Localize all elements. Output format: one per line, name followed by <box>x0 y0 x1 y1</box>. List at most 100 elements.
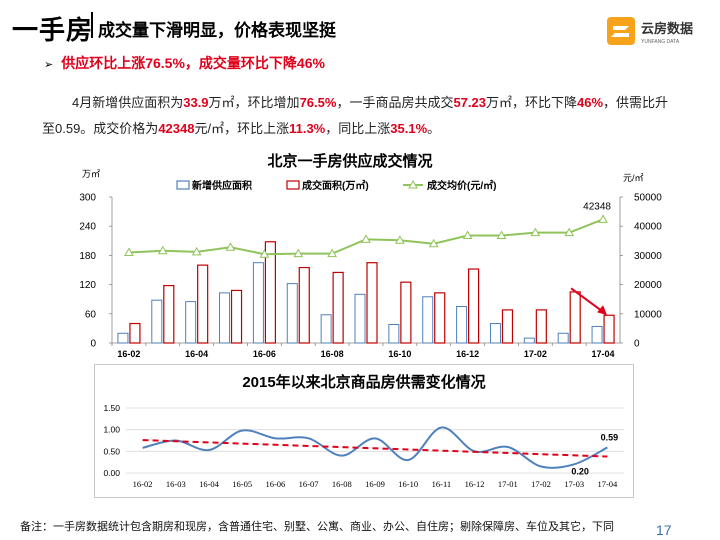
price-marker <box>530 227 541 237</box>
logo-text: 云房数据 <box>641 21 693 36</box>
deal-bar <box>197 264 209 344</box>
price-marker <box>428 238 439 248</box>
y-tick-label: 1.00 <box>103 425 120 435</box>
y-tick-label: 0.50 <box>103 446 120 456</box>
supply-bar <box>523 337 535 344</box>
left-tick-label: 240 <box>79 222 96 233</box>
x-tick-label: 16-04 <box>185 349 208 359</box>
supply-bar <box>151 299 163 344</box>
price-marker <box>361 234 371 243</box>
x-tick-label: 16-11 <box>432 479 452 489</box>
right-tick-label: 40000 <box>634 222 662 233</box>
trend-line <box>142 439 608 458</box>
x-tick-label: 17-04 <box>592 349 615 359</box>
left-tick-label: 60 <box>85 309 97 320</box>
yunfang-logo: 云房数据 YUNFANG DATA <box>607 17 693 45</box>
deal-bar <box>163 284 175 344</box>
chart1-legend: 新增供应面积 成交面积(万㎡) 成交均价(元/㎡) <box>176 179 496 192</box>
right-tick-label: 0 <box>634 339 640 350</box>
title-divider <box>91 12 93 38</box>
deal-bar <box>434 292 446 344</box>
page-number: 17 <box>656 522 672 538</box>
supply-bar <box>456 306 468 344</box>
key-finding-text: 供应环比上涨76.5%，成交量环比下降46% <box>61 55 325 71</box>
price-marker <box>191 246 202 256</box>
legend-deal-swatch <box>286 180 300 190</box>
y-tick-label: 0.00 <box>103 468 120 478</box>
price-marker <box>395 235 405 244</box>
legend-deal-label: 成交面积(万㎡) <box>302 179 369 192</box>
price-marker <box>157 245 168 255</box>
x-tick-label: 16-03 <box>166 479 186 489</box>
legend-price-label: 成交均价(元/㎡) <box>427 179 496 192</box>
x-tick-label: 16-02 <box>117 349 140 359</box>
x-tick-label: 16-08 <box>321 349 344 359</box>
ratio-point-label: 0.20 <box>571 466 589 476</box>
supply-bar <box>320 314 332 344</box>
summary-paragraph: 4月新增供应面积为33.9万㎡，环比增加76.5%，一手商品房共成交57.23万… <box>42 95 669 136</box>
page-subtitle: 成交量下滑明显，价格表现坚挺 <box>98 21 336 40</box>
supply-bar <box>591 325 603 344</box>
right-tick-label: 10000 <box>634 309 662 320</box>
deal-bar <box>569 291 581 344</box>
supply-bar <box>252 262 264 344</box>
x-tick-label: 16-06 <box>253 349 276 359</box>
left-tick-label: 300 <box>79 193 96 204</box>
deal-bar <box>264 241 276 344</box>
x-tick-label: 16-04 <box>199 479 220 489</box>
x-tick-label: 17-04 <box>597 479 618 489</box>
x-tick-label: 16-10 <box>388 349 411 359</box>
x-tick-label: 16-05 <box>232 479 252 489</box>
supply-demand-ratio-chart: 2015年以来北京商品房供需变化情况 0.00 0.50 1.00 1.50 16-02 1… <box>103 373 624 489</box>
right-tick-label: 20000 <box>634 280 662 291</box>
left-tick-label: 0 <box>90 339 96 350</box>
price-marker <box>293 248 304 258</box>
deal-bar <box>603 314 615 344</box>
ratio-chart-frame <box>94 364 634 498</box>
deal-bar <box>230 289 243 344</box>
legend-supply-label: 新增供应面积 <box>192 179 252 192</box>
right-tick-label: 30000 <box>634 251 662 262</box>
price-marker <box>496 230 507 240</box>
price-marker <box>259 249 270 258</box>
x-tick-label: 16-08 <box>332 479 352 489</box>
y-tick-label: 1.50 <box>103 403 120 413</box>
decline-arrow <box>570 287 606 315</box>
x-tick-label: 17-03 <box>564 479 584 489</box>
x-tick-label: 16-06 <box>265 479 285 489</box>
x-tick-label: 16-02 <box>133 479 153 489</box>
supply-bar <box>117 332 129 344</box>
supply-bar <box>422 296 434 344</box>
price-marker <box>564 227 575 237</box>
price-last-label: 42348 <box>583 201 611 212</box>
x-tick-label: 17-01 <box>498 479 518 489</box>
x-tick-label: 17-02 <box>531 479 551 489</box>
x-tick-label: 16-07 <box>299 479 319 489</box>
deal-bar <box>366 262 378 344</box>
supply-bar <box>286 283 298 344</box>
deal-bar <box>468 268 480 344</box>
price-marker <box>124 247 134 256</box>
page-title: 一手房 <box>12 15 94 45</box>
price-marker <box>327 248 337 258</box>
supply-bar <box>557 332 569 344</box>
x-tick-label: 16-12 <box>456 349 479 359</box>
bullet-arrow-icon: ➢ <box>44 59 54 71</box>
right-axis-unit: 元/㎡ <box>623 173 644 183</box>
logo-mark-icon <box>607 17 635 45</box>
footnote: 备注：一手房数据统计包含期房和现房，含普通住宅、别墅、公寓、商业、办公、自住房；… <box>20 521 614 533</box>
legend-supply-swatch <box>176 180 190 190</box>
deal-bar <box>332 271 344 344</box>
deal-bar <box>535 309 547 344</box>
supply-bar <box>354 293 366 344</box>
supply-bar <box>489 323 501 344</box>
right-tick-label: 50000 <box>634 193 662 204</box>
x-tick-label: 17-02 <box>524 349 547 359</box>
x-tick-label: 16-09 <box>365 479 385 489</box>
price-marker <box>225 242 236 251</box>
chart2-title: 2015年以来北京商品房供需变化情况 <box>242 373 485 391</box>
ratio-line <box>142 426 608 469</box>
left-tick-label: 120 <box>79 280 96 291</box>
ratio-point-label: 0.59 <box>601 432 619 442</box>
